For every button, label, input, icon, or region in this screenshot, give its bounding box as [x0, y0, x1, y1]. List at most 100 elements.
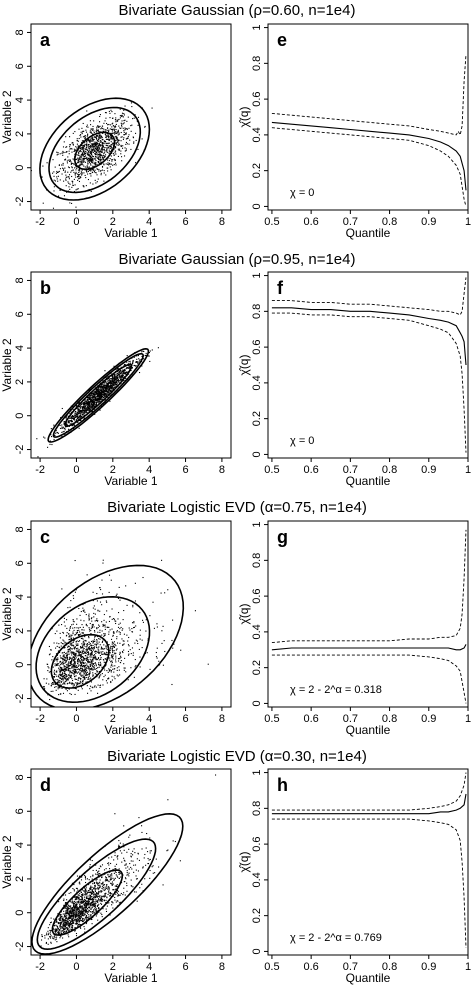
scatter-point: [68, 421, 70, 423]
scatter-point: [84, 652, 86, 654]
scatter-point: [83, 403, 85, 405]
scatter-point: [80, 666, 82, 668]
scatter-point: [110, 149, 112, 151]
scatter-point: [151, 349, 153, 351]
scatter-point: [92, 641, 95, 643]
scatter-point: [89, 665, 91, 667]
scatter-point: [131, 647, 134, 649]
scatter-point: [96, 156, 98, 158]
scatter-point: [78, 158, 80, 160]
scatter-point: [119, 633, 121, 635]
scatter-point: [86, 663, 88, 665]
scatter-point: [62, 663, 64, 665]
scatter-point: [94, 164, 97, 166]
scatter-point: [123, 109, 125, 111]
scatter-point: [100, 174, 102, 176]
scatter-point: [26, 186, 27, 187]
scatter-point: [93, 400, 95, 402]
scatter-point: [73, 669, 75, 671]
scatter-point: [71, 924, 73, 926]
scatter-point: [82, 406, 84, 408]
scatter-point: [103, 385, 105, 387]
scatter-point: [63, 683, 65, 685]
scatter-point: [83, 648, 85, 650]
scatter-point: [110, 670, 112, 672]
scatter-point: [116, 631, 118, 633]
scatter-point: [56, 662, 58, 664]
scatter-point: [130, 652, 132, 655]
scatter-point: [81, 645, 83, 647]
scatter-point: [104, 626, 106, 628]
scatter-point: [110, 385, 112, 388]
scatter-point: [115, 123, 117, 125]
scatter-point: [75, 404, 77, 406]
scatter-point: [102, 653, 104, 655]
scatter-point: [104, 381, 106, 383]
scatter-point: [92, 136, 94, 138]
scatter-point: [91, 158, 94, 160]
scatter-point: [87, 147, 89, 149]
scatter-point: [58, 694, 60, 696]
scatter-point: [92, 647, 94, 649]
scatter-point: [93, 395, 95, 398]
scatter-point: [161, 642, 163, 644]
scatter-point: [119, 901, 121, 903]
scatter-point: [97, 392, 99, 394]
scatter-point: [66, 904, 68, 906]
scatter-point: [64, 665, 66, 668]
scatter-point: [108, 151, 111, 153]
scatter-point: [96, 146, 98, 148]
scatter-point: [86, 409, 88, 411]
scatter-point: [80, 154, 82, 156]
scatter-point: [93, 399, 95, 401]
scatter-point: [110, 135, 112, 137]
scatter-point: [127, 654, 130, 656]
scatter-point: [125, 373, 127, 375]
scatter-point: [83, 153, 85, 155]
scatter-point: [82, 626, 84, 628]
scatter-point: [102, 398, 104, 400]
scatter-point: [78, 894, 80, 897]
scatter-point: [128, 134, 130, 136]
scatter-point: [134, 582, 136, 584]
scatter-point: [87, 903, 89, 906]
scatter-point: [101, 383, 103, 385]
scatter-point: [117, 155, 119, 158]
scatter-point: [68, 662, 70, 664]
scatter-point: [82, 150, 84, 152]
scatter-point: [95, 873, 97, 875]
y-tick-label: 8: [14, 29, 26, 35]
scatter-point: [92, 394, 94, 397]
scatter-point: [60, 935, 62, 937]
scatter-point: [71, 417, 73, 419]
scatter-point: [171, 683, 173, 686]
scatter-point: [94, 393, 96, 396]
scatter-point: [74, 659, 76, 661]
scatter-point: [95, 389, 97, 391]
scatter-point: [80, 415, 82, 417]
scatter-point: [54, 665, 56, 667]
x-tick-label: 0.8: [382, 216, 397, 228]
scatter-point: [98, 652, 100, 654]
panel-e: 0.5 0.6 0.7 0.8 0.9 100.20.40.60.81Quantileχ̂…: [237, 23, 471, 240]
scatter-point: [117, 373, 120, 375]
scatter-point: [80, 163, 82, 165]
scatter-point: [143, 857, 145, 859]
scatter-point: [118, 374, 120, 376]
scatter-point: [92, 165, 94, 167]
scatter-point: [153, 627, 155, 629]
scatter-point: [93, 163, 95, 165]
scatter-point: [118, 586, 120, 588]
scatter-point: [70, 661, 72, 663]
scatter-point: [65, 902, 67, 904]
scatter-point: [80, 898, 82, 900]
scatter-point: [87, 652, 89, 654]
scatter-point: [96, 670, 98, 672]
scatter-point: [94, 662, 96, 664]
scatter-point: [59, 655, 61, 657]
scatter-point: [74, 905, 76, 907]
scatter-point: [87, 651, 89, 653]
scatter-point: [90, 633, 92, 635]
scatter-point: [86, 893, 88, 895]
scatter-point: [69, 202, 71, 204]
